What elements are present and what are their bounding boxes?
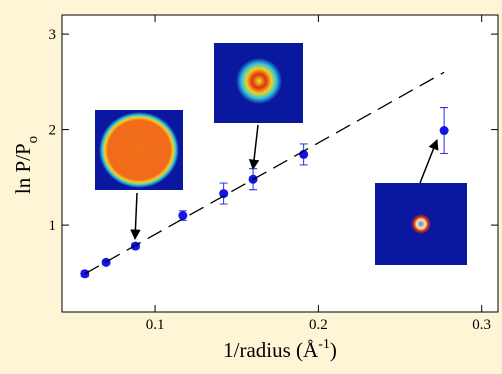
- inset-blob: [236, 58, 282, 104]
- inset-blob: [99, 112, 179, 188]
- x-tick-label: 0.3: [472, 317, 491, 333]
- x-label-text: 1/radius (Å: [223, 338, 319, 362]
- y-tick-label: 2: [49, 123, 57, 139]
- point: [440, 126, 449, 135]
- y-label-text: ln P/P: [11, 143, 35, 194]
- point: [219, 189, 228, 198]
- x-tick-label: 0.2: [309, 317, 328, 333]
- x-label-end: ): [330, 338, 337, 362]
- chart: 1/radius (Å-1) ln P/Po 0.1 0.2 0.3 1 2 3: [0, 0, 502, 369]
- point: [178, 211, 187, 220]
- y-tick-label: 1: [49, 218, 57, 234]
- y-label-sub: o: [25, 136, 41, 144]
- inset-blob: [411, 214, 431, 234]
- x-tick-label: 0.1: [146, 317, 165, 333]
- x-axis-label: 1/radius (Å-1): [223, 337, 337, 362]
- y-axis-label: ln P/Po: [11, 136, 41, 194]
- y-tick-label: 3: [49, 27, 57, 43]
- x-label-sup: -1: [318, 337, 330, 352]
